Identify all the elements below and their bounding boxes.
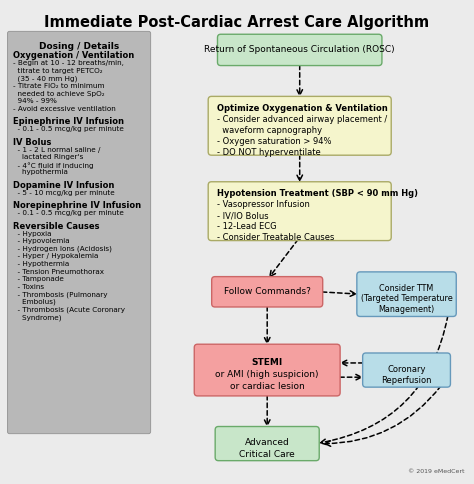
Text: - Vasopressor Infusion: - Vasopressor Infusion	[217, 200, 310, 209]
Text: - DO NOT hyperventilate: - DO NOT hyperventilate	[217, 148, 321, 157]
Text: IV Bolus: IV Bolus	[13, 137, 52, 147]
Text: (35 - 40 mm Hg): (35 - 40 mm Hg)	[13, 76, 77, 82]
Text: or AMI (high suspicion): or AMI (high suspicion)	[216, 370, 319, 379]
Text: - 5 - 10 mcg/kg per minute: - 5 - 10 mcg/kg per minute	[13, 190, 115, 196]
Text: - 4°C fluid if inducing: - 4°C fluid if inducing	[13, 162, 94, 168]
FancyBboxPatch shape	[215, 426, 319, 461]
Text: Management): Management)	[378, 305, 435, 314]
Text: - Consider Treatable Causes: - Consider Treatable Causes	[217, 233, 334, 242]
Text: Embolus): Embolus)	[13, 299, 56, 305]
Text: - Hyper / Hypokalemia: - Hyper / Hypokalemia	[13, 254, 99, 259]
Text: or cardiac lesion: or cardiac lesion	[230, 382, 305, 391]
FancyBboxPatch shape	[357, 272, 456, 317]
Text: Epinephrine IV Infusion: Epinephrine IV Infusion	[13, 117, 124, 126]
Text: - Consider advanced airway placement /: - Consider advanced airway placement /	[217, 115, 387, 124]
FancyBboxPatch shape	[212, 277, 323, 307]
Text: titrate to target PETCO₂: titrate to target PETCO₂	[13, 68, 103, 74]
Text: Reversible Causes: Reversible Causes	[13, 222, 100, 230]
Text: - Thrombosis (Pulmonary: - Thrombosis (Pulmonary	[13, 291, 108, 298]
Text: Advanced: Advanced	[245, 438, 290, 447]
Text: Reperfusion: Reperfusion	[381, 376, 432, 385]
Text: STEMI: STEMI	[252, 358, 283, 367]
Text: - 1 - 2 L normal saline /: - 1 - 2 L normal saline /	[13, 147, 100, 152]
FancyBboxPatch shape	[363, 353, 450, 387]
Text: Return of Spontaneous Circulation (ROSC): Return of Spontaneous Circulation (ROSC)	[204, 45, 395, 54]
Text: - Oxygen saturation > 94%: - Oxygen saturation > 94%	[217, 137, 331, 146]
FancyBboxPatch shape	[208, 182, 391, 241]
Text: - 12-Lead ECG: - 12-Lead ECG	[217, 222, 277, 231]
Text: © 2019 eMedCert: © 2019 eMedCert	[408, 469, 465, 474]
Text: hypothermia: hypothermia	[13, 169, 68, 175]
Text: needed to achieve SpO₂: needed to achieve SpO₂	[13, 91, 105, 97]
Text: - Hydrogen Ions (Acidosis): - Hydrogen Ions (Acidosis)	[13, 246, 112, 252]
FancyBboxPatch shape	[208, 96, 391, 155]
Text: Critical Care: Critical Care	[239, 450, 295, 458]
Text: lactated Ringer's: lactated Ringer's	[13, 154, 83, 160]
FancyBboxPatch shape	[194, 344, 340, 396]
Text: Follow Commands?: Follow Commands?	[224, 287, 310, 296]
Text: Optimize Oxygenation & Ventilation: Optimize Oxygenation & Ventilation	[217, 104, 388, 113]
Text: Consider TTM: Consider TTM	[379, 284, 434, 292]
Text: Coronary: Coronary	[387, 364, 426, 374]
Text: - Titrate FIO₂ to minimum: - Titrate FIO₂ to minimum	[13, 83, 105, 89]
Text: Hypotension Treatment (SBP < 90 mm Hg): Hypotension Treatment (SBP < 90 mm Hg)	[217, 189, 418, 198]
Text: - Hypovolemia: - Hypovolemia	[13, 238, 70, 244]
Text: waveform capnography: waveform capnography	[217, 126, 322, 135]
Text: (Targeted Temperature: (Targeted Temperature	[361, 294, 452, 303]
Text: - Thrombosis (Acute Coronary: - Thrombosis (Acute Coronary	[13, 306, 125, 313]
Text: Dopamine IV Infusion: Dopamine IV Infusion	[13, 181, 115, 190]
Text: Oxygenation / Ventilation: Oxygenation / Ventilation	[13, 51, 134, 60]
Text: Syndrome): Syndrome)	[13, 314, 62, 320]
Text: Dosing / Details: Dosing / Details	[39, 42, 119, 51]
Text: - Hypothermia: - Hypothermia	[13, 261, 69, 267]
Text: Norepinephrine IV Infusion: Norepinephrine IV Infusion	[13, 201, 141, 210]
Text: - Begin at 10 - 12 breaths/min,: - Begin at 10 - 12 breaths/min,	[13, 60, 124, 66]
Text: - 0.1 - 0.5 mcg/kg per minute: - 0.1 - 0.5 mcg/kg per minute	[13, 126, 124, 132]
FancyBboxPatch shape	[218, 34, 382, 65]
Text: - Toxins: - Toxins	[13, 284, 44, 290]
Text: - Tamponade: - Tamponade	[13, 276, 64, 282]
Text: - 0.1 - 0.5 mcg/kg per minute: - 0.1 - 0.5 mcg/kg per minute	[13, 210, 124, 216]
Text: 94% - 99%: 94% - 99%	[13, 98, 57, 104]
Text: - Hypoxia: - Hypoxia	[13, 230, 52, 237]
Text: - Tension Pneumothorax: - Tension Pneumothorax	[13, 269, 104, 274]
FancyBboxPatch shape	[8, 31, 151, 434]
Text: - Avoid excessive ventilation: - Avoid excessive ventilation	[13, 106, 116, 112]
Text: - IV/IO Bolus: - IV/IO Bolus	[217, 211, 269, 220]
Text: Immediate Post-Cardiac Arrest Care Algorithm: Immediate Post-Cardiac Arrest Care Algor…	[45, 15, 429, 30]
